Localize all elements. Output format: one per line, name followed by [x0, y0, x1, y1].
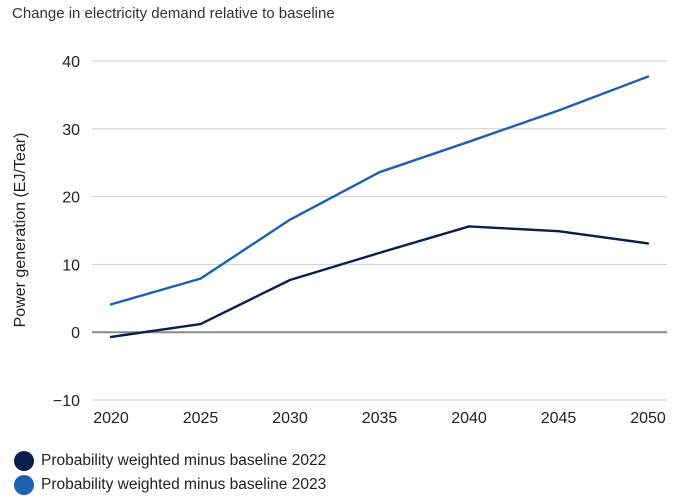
x-tick-label: 2020 — [93, 410, 129, 427]
y-tick-label: 20 — [62, 190, 80, 207]
y-tick-label: 10 — [62, 257, 80, 274]
y-tick-label: 40 — [62, 54, 80, 71]
legend-swatch-2023 — [14, 475, 34, 495]
x-tick-label: 2045 — [541, 410, 577, 427]
legend-label-2023: Probability weighted minus baseline 2023 — [41, 476, 327, 493]
x-tick-label: 2040 — [451, 410, 487, 427]
y-tick-label: 0 — [71, 325, 80, 342]
y-axis-ticks: −10 0 10 20 30 40 — [53, 54, 80, 410]
x-axis-ticks: 2020 2025 2030 2035 2040 2045 2050 — [93, 410, 666, 427]
x-tick-label: 2035 — [362, 410, 398, 427]
x-tick-label: 2050 — [630, 410, 666, 427]
legend: Probability weighted minus baseline 2022… — [14, 449, 326, 497]
legend-item-2023: Probability weighted minus baseline 2023 — [14, 473, 326, 497]
gridlines — [92, 60, 667, 401]
series-line-2023 — [109, 75, 650, 306]
y-tick-label: 30 — [62, 122, 80, 139]
x-tick-label: 2025 — [183, 410, 219, 427]
legend-label-2022: Probability weighted minus baseline 2022 — [41, 452, 327, 469]
y-axis-label: Power generation (EJ/Tear) — [12, 133, 29, 328]
series-line-2022 — [109, 225, 650, 339]
series-lines — [109, 75, 650, 339]
legend-swatch-2022 — [14, 451, 34, 471]
x-tick-label: 2030 — [272, 410, 308, 427]
chart-title: Change in electricity demand relative to… — [12, 5, 335, 22]
legend-item-2022: Probability weighted minus baseline 2022 — [14, 449, 326, 473]
y-tick-label: −10 — [53, 393, 80, 410]
